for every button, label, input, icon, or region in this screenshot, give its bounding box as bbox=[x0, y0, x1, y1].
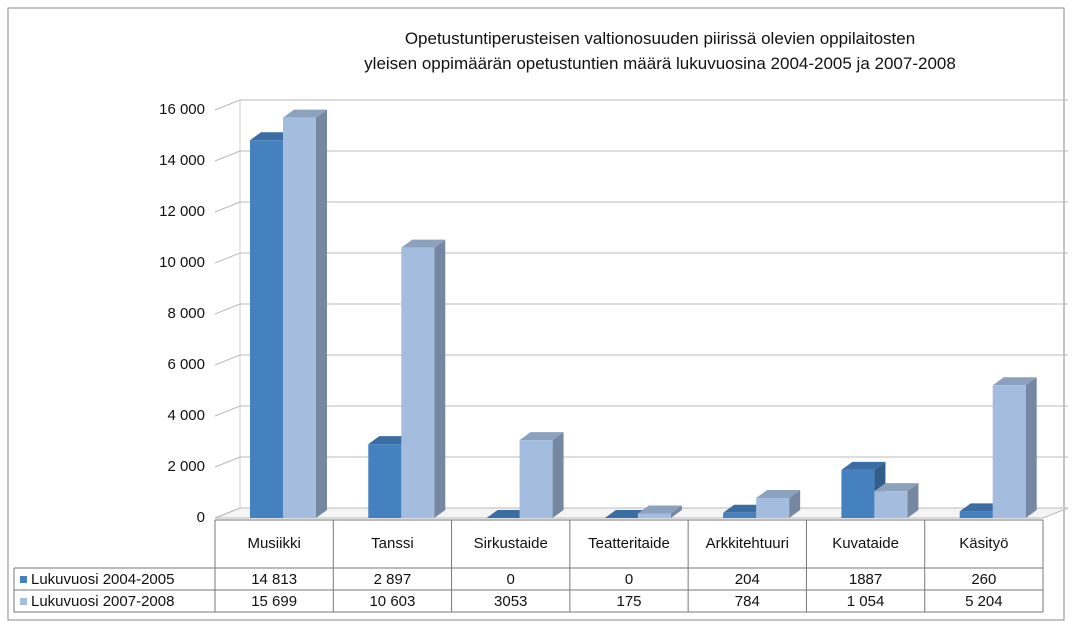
y-tick-label: 2 000 bbox=[167, 458, 205, 475]
x-tick-label: Teatteritaide bbox=[588, 535, 670, 552]
x-tick-label: Arkkitehtuuri bbox=[706, 535, 789, 552]
bar-top bbox=[519, 432, 564, 441]
x-tick-label: Musiikki bbox=[247, 535, 300, 552]
bar bbox=[959, 511, 993, 518]
legend-label: Lukuvuosi 2007-2008 bbox=[31, 593, 174, 610]
bar-side bbox=[316, 109, 327, 518]
bar bbox=[401, 247, 435, 518]
table-value: 2 897 bbox=[374, 571, 412, 588]
grid-line bbox=[214, 303, 241, 315]
table-value: 14 813 bbox=[251, 571, 297, 588]
y-tick-label: 10 000 bbox=[159, 254, 205, 271]
y-tick-label: 0 bbox=[197, 509, 205, 526]
grid-line bbox=[214, 252, 241, 264]
y-tick-label: 6 000 bbox=[167, 356, 205, 373]
table-value: 1 054 bbox=[847, 593, 885, 610]
bar bbox=[519, 440, 553, 518]
bar bbox=[874, 491, 908, 518]
grid-line bbox=[214, 99, 241, 111]
table-value: 175 bbox=[616, 593, 641, 610]
bar bbox=[637, 513, 671, 518]
bar bbox=[756, 498, 790, 518]
legend-swatch bbox=[20, 576, 27, 583]
bar bbox=[368, 444, 402, 518]
grid-line bbox=[214, 150, 241, 162]
chart-title: Opetustuntiperusteisen valtionosuuden pi… bbox=[364, 29, 956, 73]
bar-side bbox=[789, 490, 801, 518]
bar-side bbox=[434, 239, 446, 518]
table-value: 1887 bbox=[849, 571, 882, 588]
grid-line bbox=[214, 201, 241, 213]
bar-top bbox=[637, 505, 682, 514]
bar-side bbox=[552, 432, 564, 518]
table-value: 5 204 bbox=[965, 593, 1003, 610]
x-tick-label: Sirkustaide bbox=[474, 535, 548, 552]
table-value: 3053 bbox=[494, 593, 527, 610]
y-tick-label: 14 000 bbox=[159, 152, 205, 169]
table-value: 10 603 bbox=[369, 593, 415, 610]
bar-top bbox=[756, 490, 801, 499]
grid-line bbox=[214, 507, 241, 519]
bar bbox=[841, 469, 875, 518]
grid-line bbox=[214, 405, 241, 417]
y-tick-label: 16 000 bbox=[159, 101, 205, 118]
y-tick-label: 8 000 bbox=[167, 305, 205, 322]
table-value: 784 bbox=[735, 593, 760, 610]
bar-top bbox=[992, 377, 1037, 386]
bar-top bbox=[401, 239, 446, 248]
bar-side bbox=[670, 505, 682, 518]
grid-line bbox=[214, 456, 241, 468]
y-tick-label: 12 000 bbox=[159, 203, 205, 220]
x-tick-label: Kuvataide bbox=[832, 535, 899, 552]
bar-top bbox=[841, 461, 886, 470]
table-value: 204 bbox=[735, 571, 760, 588]
table-value: 15 699 bbox=[251, 593, 297, 610]
table-value: 0 bbox=[625, 571, 633, 588]
bar bbox=[283, 117, 316, 518]
y-tick-label: 4 000 bbox=[167, 407, 205, 424]
bar-side bbox=[1025, 377, 1037, 518]
x-tick-label: Käsityö bbox=[959, 535, 1008, 552]
bar bbox=[250, 140, 283, 518]
table-value: 0 bbox=[507, 571, 515, 588]
bar-top bbox=[874, 483, 919, 492]
bar bbox=[723, 512, 757, 518]
bar bbox=[992, 385, 1026, 518]
bar-side bbox=[907, 483, 919, 518]
legend-swatch bbox=[20, 598, 27, 605]
table-value: 260 bbox=[971, 571, 996, 588]
bar-top bbox=[283, 109, 327, 118]
legend-label: Lukuvuosi 2004-2005 bbox=[31, 571, 174, 588]
x-tick-label: Tanssi bbox=[371, 535, 414, 552]
grid-line bbox=[214, 354, 241, 366]
